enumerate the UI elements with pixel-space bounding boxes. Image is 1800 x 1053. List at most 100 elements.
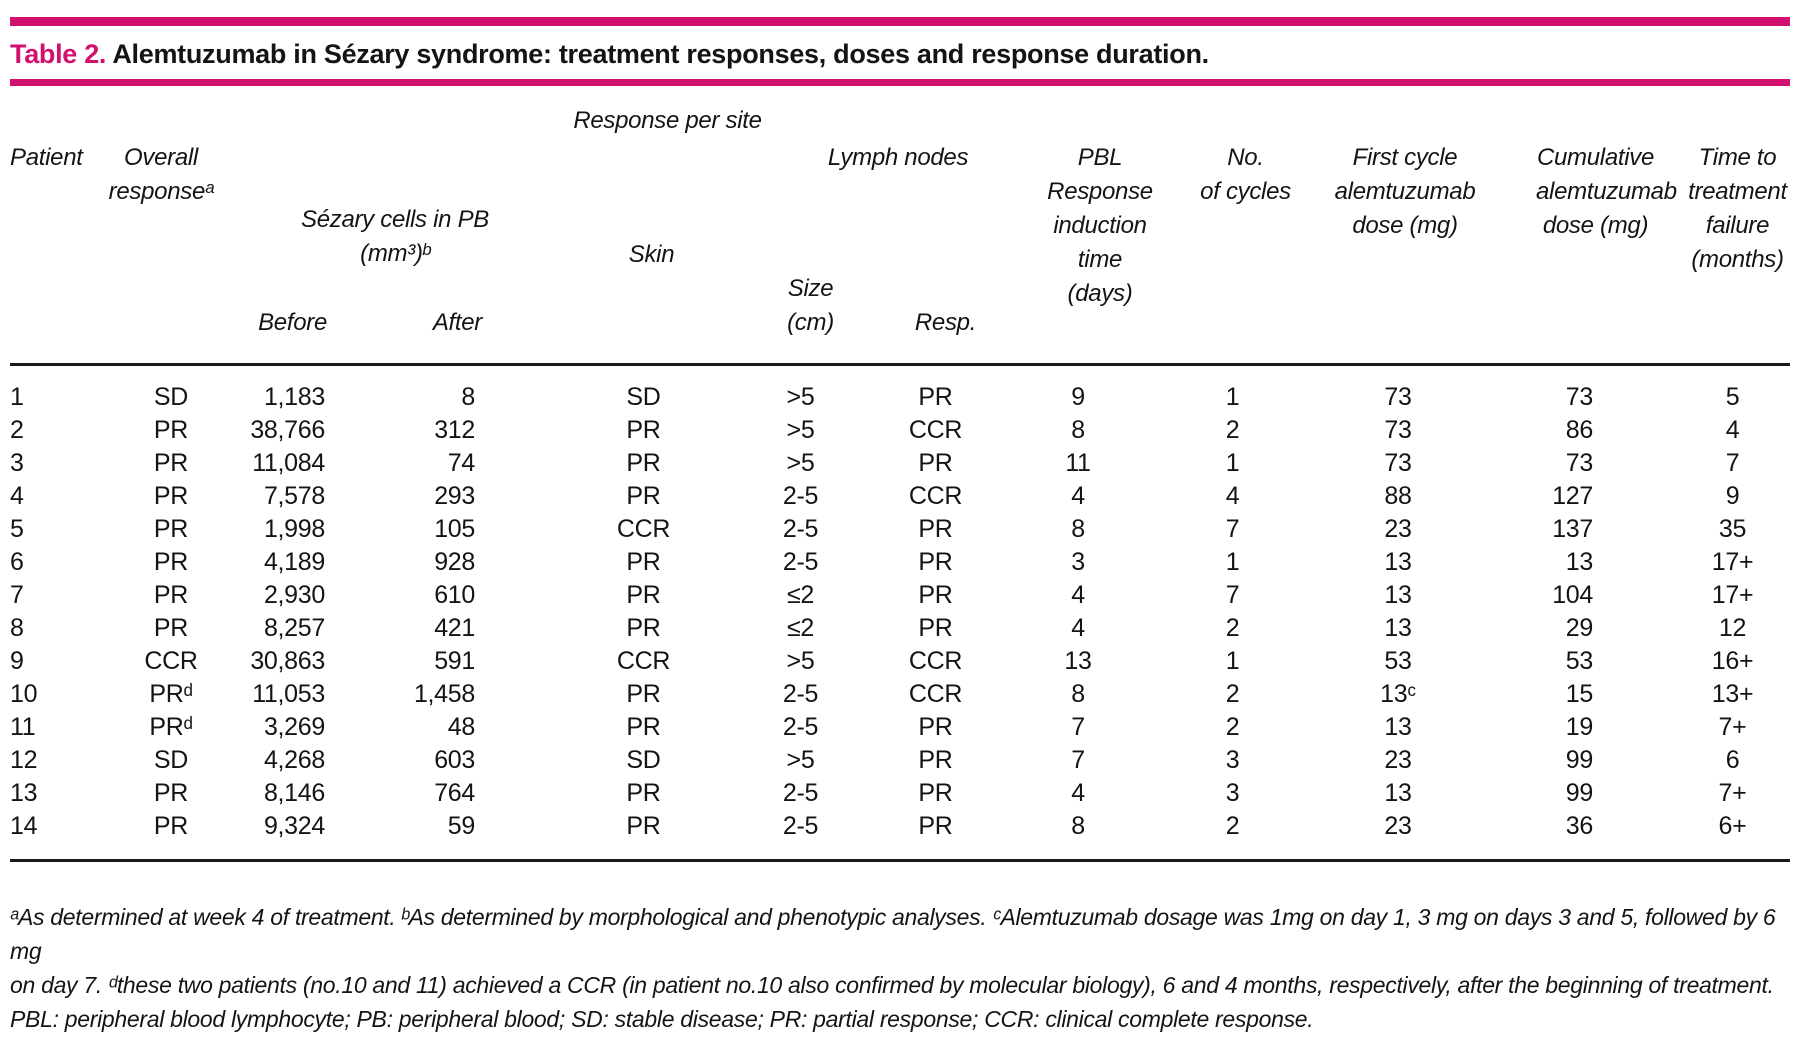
- table-cell: CCR: [908, 416, 963, 444]
- table-cell: 3: [1225, 746, 1240, 774]
- table-cell: 2-5: [782, 515, 819, 543]
- table-page: Table 2. Alemtuzumab in Sézary syndrome:…: [0, 17, 1800, 1053]
- table-cell: PR: [626, 548, 661, 576]
- table-row: 13 PR 8,146 764 PR 2-5 PR 4 3 13 99 7+: [10, 777, 1790, 810]
- table-cell: 2-5: [782, 548, 819, 576]
- table-cell: 8,257: [263, 614, 325, 642]
- table-cell: 17+: [1711, 548, 1754, 576]
- table-cell: PR: [918, 812, 953, 840]
- table-cell: >5: [786, 449, 815, 477]
- table-cell: 2: [1225, 680, 1240, 708]
- table-cell: 764: [434, 779, 475, 807]
- table-cell: 8: [461, 383, 475, 411]
- table-row: 11 PRᵈ 3,269 48 PR 2-5 PR 7 2 13 19 7+: [10, 711, 1790, 744]
- table-cell: 591: [434, 647, 475, 675]
- table-body: 1 SD 1,183 8 SD >5 PR 9 1 73 73 5 2 PR 38,766 312 PR >5 CC…: [10, 381, 1790, 843]
- col-header-response-per-site: Response per site: [573, 107, 762, 134]
- table-title: Table 2. Alemtuzumab in Sézary syndrome:…: [10, 38, 1790, 70]
- table-row: 6 PR 4,189 928 PR 2-5 PR 3 1 13 13 17+: [10, 546, 1790, 579]
- col-header-resp: Resp.: [914, 309, 977, 336]
- table-cell: 11: [1065, 449, 1091, 477]
- col-header-before: Before: [258, 309, 327, 336]
- table-cell: 603: [434, 746, 475, 774]
- col-header-overall-response: Overall responseᵃ: [108, 144, 214, 205]
- table-cell: 8: [1071, 416, 1085, 444]
- table-cell: 13: [1565, 548, 1594, 576]
- table-cell: 36: [1565, 812, 1594, 840]
- table-cell: 13: [1384, 581, 1412, 609]
- table-cell: 105: [434, 515, 475, 543]
- table-cell: 4: [10, 482, 24, 510]
- table-cell: 3: [1225, 779, 1240, 807]
- table-cell: 13ᶜ: [1380, 680, 1416, 708]
- table-cell: >5: [786, 746, 815, 774]
- table-cell: 4: [1725, 416, 1740, 444]
- col-header-time-to-failure: Time to treatment failure (months): [1688, 144, 1787, 273]
- table-cell: 99: [1565, 779, 1594, 807]
- table-cell: 127: [1552, 482, 1593, 510]
- table-cell: PR: [626, 482, 661, 510]
- table-row: 12 SD 4,268 603 SD >5 PR 7 3 23 99 6: [10, 744, 1790, 777]
- table-cell: PR: [153, 515, 189, 543]
- table-cell: 8: [10, 614, 24, 642]
- table-title-label: Table 2.: [10, 39, 107, 69]
- table-cell: PR: [626, 581, 661, 609]
- table-cell: 8,146: [263, 779, 325, 807]
- footer-separator-line: [10, 859, 1790, 862]
- table-cell: 312: [434, 416, 475, 444]
- table-cell: 7: [1071, 713, 1085, 741]
- table-cell: 99: [1565, 746, 1594, 774]
- table-cell: 928: [434, 548, 475, 576]
- table-cell: 16+: [1711, 647, 1754, 675]
- table-cell: 88: [1384, 482, 1412, 510]
- footnote-line: on day 7. ᵈthese two patients (no.10 and…: [10, 972, 1774, 998]
- data-table: 1 SD 1,183 8 SD >5 PR 9 1 73 73 5 2 PR 38,766 312 PR >5 CC…: [10, 381, 1790, 843]
- table-cell: 4: [1071, 482, 1085, 510]
- table-cell: 11: [10, 713, 36, 741]
- table-cell: SD: [626, 746, 661, 774]
- table-cell: CCR: [144, 647, 198, 675]
- table-cell: 23: [1384, 515, 1412, 543]
- table-cell: SD: [153, 746, 189, 774]
- table-cell: PR: [153, 812, 189, 840]
- table-cell: PR: [918, 515, 953, 543]
- table-title-text: Alemtuzumab in Sézary syndrome: treatmen…: [112, 39, 1209, 69]
- table-cell: CCR: [908, 482, 963, 510]
- table-cell: ≤2: [786, 581, 815, 609]
- table-cell: 53: [1565, 647, 1594, 675]
- table-cell: 4: [1071, 581, 1085, 609]
- table-cell: 3: [1071, 548, 1085, 576]
- table-cell: 2: [10, 416, 24, 444]
- table-cell: 8: [1071, 515, 1085, 543]
- table-cell: 1: [1225, 449, 1240, 477]
- table-cell: PR: [918, 548, 953, 576]
- table-cell: 3,269: [263, 713, 325, 741]
- table-cell: PR: [153, 614, 189, 642]
- table-cell: 2-5: [782, 482, 819, 510]
- table-row: 8 PR 8,257 421 PR ≤2 PR 4 2 13 29 12: [10, 612, 1790, 645]
- table-row: 5 PR 1,998 105 CCR 2-5 PR 8 7 23 137 35: [10, 513, 1790, 546]
- table-cell: 2: [1225, 614, 1240, 642]
- table-cell: 6+: [1718, 812, 1747, 840]
- table-cell: 1: [1225, 383, 1240, 411]
- table-cell: 73: [1384, 383, 1412, 411]
- table-cell: 6: [1725, 746, 1740, 774]
- table-cell: PR: [918, 779, 953, 807]
- table-cell: 13: [1384, 713, 1412, 741]
- table-cell: 1: [10, 383, 24, 411]
- table-cell: 1: [1225, 548, 1240, 576]
- table-cell: PR: [918, 449, 953, 477]
- table-cell: PR: [918, 581, 953, 609]
- table-cell: 8: [1071, 812, 1085, 840]
- table-cell: 8: [1071, 680, 1085, 708]
- table-cell: 7: [10, 581, 24, 609]
- table-cell: 13: [1064, 647, 1092, 675]
- table-cell: 13: [1384, 614, 1412, 642]
- table-cell: PR: [153, 449, 189, 477]
- table-cell: 12: [1718, 614, 1747, 642]
- table-row: 3 PR 11,084 74 PR >5 PR 11 1 73 73 7: [10, 447, 1790, 480]
- table-cell: 2: [1225, 812, 1240, 840]
- footnote-line: PBL: peripheral blood lymphocyte; PB: pe…: [10, 1006, 1314, 1032]
- table-cell: 30,863: [250, 647, 325, 675]
- table-cell: PR: [626, 713, 661, 741]
